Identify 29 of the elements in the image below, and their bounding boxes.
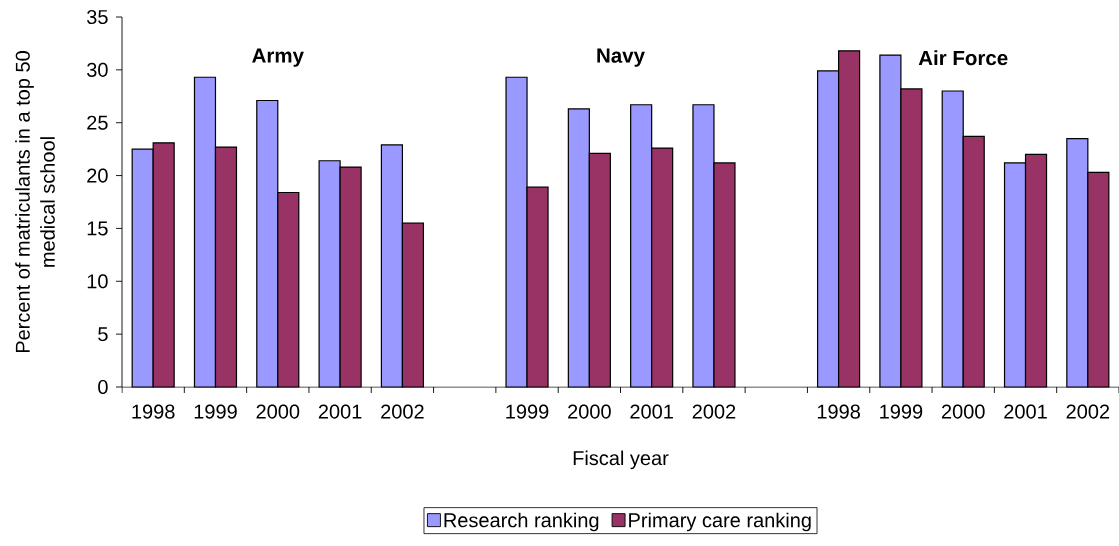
legend-label: Primary care ranking — [629, 512, 811, 532]
x-tick-label: 2002 — [692, 404, 736, 419]
x-tick-label: 1998 — [132, 404, 175, 419]
y-tick-label: 30 — [87, 62, 108, 77]
y-tick-label: 10 — [87, 274, 108, 289]
x-tick-label: 1998 — [817, 404, 860, 419]
y-tick-label: 15 — [87, 221, 108, 236]
annotation: Navy — [597, 48, 645, 67]
y-axis-title: Percent of matriculants in a top 50 medical school — [15, 51, 55, 353]
x-tick-label: 2000 — [568, 404, 611, 419]
y-tick-label: 25 — [87, 115, 108, 130]
annotation: Army — [252, 48, 304, 67]
x-tick-label: 2002 — [381, 404, 424, 419]
x-tick-label: 2001 — [630, 404, 673, 419]
x-tick-label: 2001 — [1004, 404, 1047, 419]
legend-label: Research ranking — [444, 512, 599, 532]
y-tick-label: 20 — [87, 168, 108, 183]
x-tick-label: 1999 — [506, 404, 549, 419]
x-tick-label: 2001 — [318, 404, 362, 419]
x-axis-title: Fiscal year — [573, 450, 669, 470]
annotation: Air Force — [918, 50, 1008, 66]
x-tick-label: 2002 — [1066, 404, 1110, 419]
x-tick-label: 2000 — [941, 404, 985, 419]
x-tick-label: 1999 — [194, 404, 237, 419]
y-tick-label: 35 — [87, 9, 108, 25]
y-tick-label: 0 — [98, 379, 108, 395]
x-tick-label: 2000 — [256, 404, 300, 419]
y-tick-label: 5 — [98, 327, 108, 342]
x-tick-label: 1999 — [880, 404, 923, 419]
